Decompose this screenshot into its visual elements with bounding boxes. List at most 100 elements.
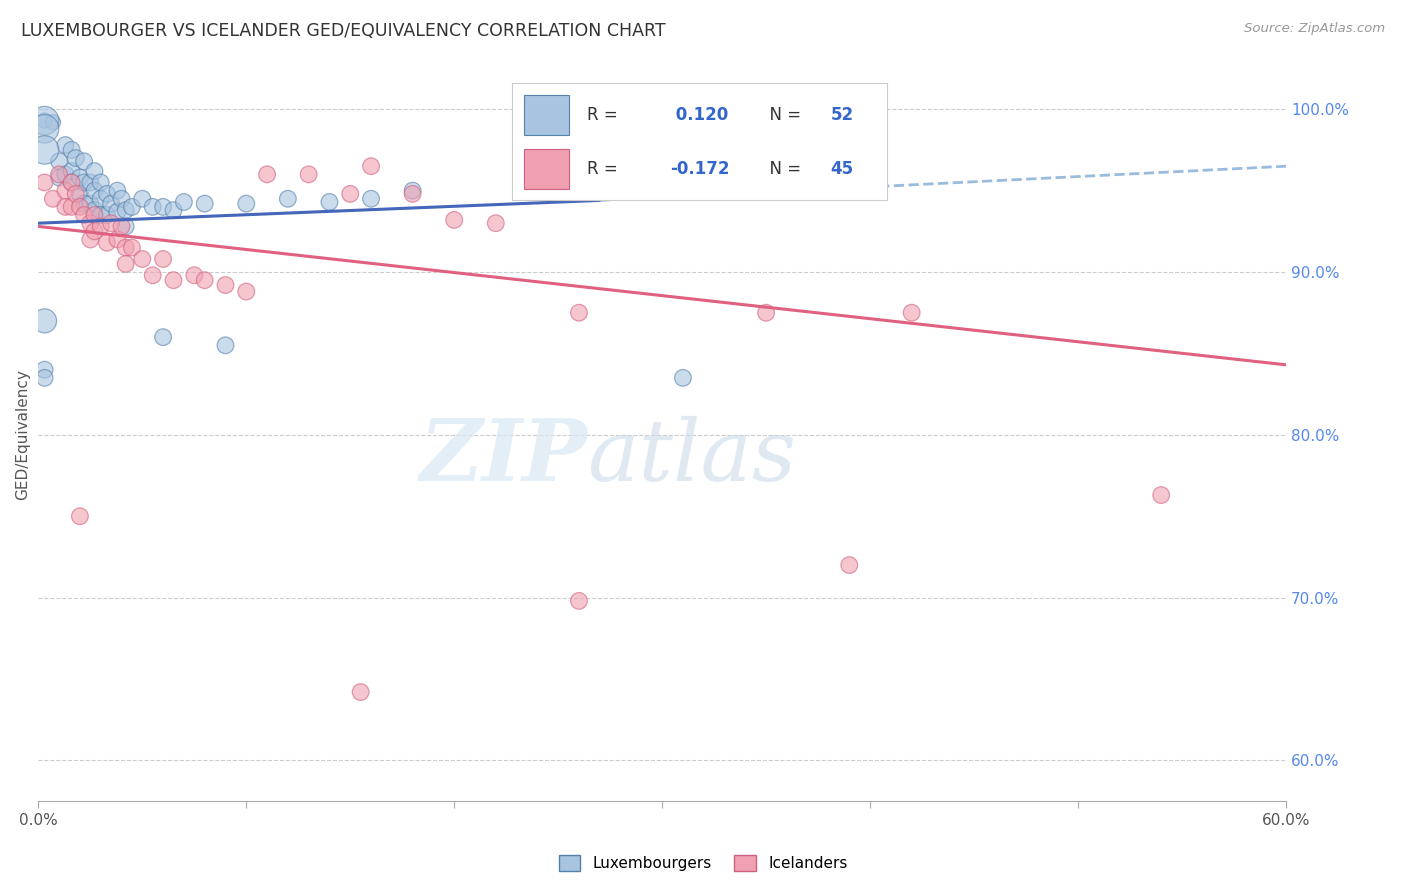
Point [105, 184, 128, 198]
Point [34, 113, 56, 128]
Point [100, 196, 122, 211]
Point [114, 219, 136, 234]
Point [60, 143, 83, 157]
Text: ZIP: ZIP [419, 415, 588, 499]
Point [79, 176, 101, 190]
Point [105, 232, 128, 246]
Point [69, 509, 91, 524]
Point [360, 192, 382, 206]
Point [53, 184, 76, 198]
Point [1150, 488, 1173, 502]
Point [110, 192, 132, 206]
Point [73, 176, 96, 190]
Point [173, 194, 195, 209]
Point [90, 208, 112, 222]
Point [256, 167, 278, 181]
Point [73, 196, 96, 211]
Point [152, 252, 174, 266]
Point [298, 167, 321, 181]
Point [568, 594, 591, 608]
Point [900, 306, 922, 320]
Point [79, 196, 101, 211]
Point [79, 216, 101, 230]
Point [121, 200, 143, 214]
Point [79, 232, 101, 246]
Point [401, 186, 423, 201]
Legend: Luxembourgers, Icelanders: Luxembourgers, Icelanders [553, 849, 853, 877]
Point [96, 208, 118, 222]
Point [69, 186, 91, 201]
Point [96, 235, 118, 250]
Point [360, 159, 382, 173]
Point [162, 273, 184, 287]
Point [90, 192, 112, 206]
Point [83, 208, 105, 222]
Point [162, 203, 184, 218]
Point [34, 143, 56, 157]
Point [73, 154, 96, 169]
Point [65, 186, 87, 201]
Point [121, 241, 143, 255]
Point [110, 219, 132, 234]
Point [152, 200, 174, 214]
Point [401, 184, 423, 198]
Text: atlas: atlas [588, 416, 796, 498]
Point [485, 216, 508, 230]
Point [83, 184, 105, 198]
Point [73, 208, 96, 222]
Point [60, 176, 83, 190]
Point [443, 213, 465, 227]
Point [60, 176, 83, 190]
Point [90, 176, 112, 190]
Point [235, 196, 257, 211]
Point [34, 176, 56, 190]
Point [235, 285, 257, 299]
Point [339, 186, 361, 201]
Point [83, 164, 105, 178]
Point [48, 167, 70, 181]
Point [105, 204, 128, 219]
Point [838, 558, 860, 572]
Point [214, 278, 236, 293]
Point [53, 138, 76, 153]
Point [142, 268, 165, 283]
Point [152, 330, 174, 344]
Point [194, 273, 217, 287]
Point [755, 306, 778, 320]
Point [277, 192, 299, 206]
Point [90, 219, 112, 234]
Point [48, 154, 70, 169]
Point [214, 338, 236, 352]
Point [131, 252, 153, 266]
Point [53, 167, 76, 181]
Point [42, 115, 65, 129]
Text: LUXEMBOURGER VS ICELANDER GED/EQUIVALENCY CORRELATION CHART: LUXEMBOURGER VS ICELANDER GED/EQUIVALENC… [21, 22, 665, 40]
Point [34, 371, 56, 385]
Point [131, 192, 153, 206]
Point [69, 170, 91, 185]
Point [34, 113, 56, 128]
Point [83, 224, 105, 238]
Point [568, 306, 591, 320]
Point [96, 186, 118, 201]
Point [672, 371, 695, 385]
Point [83, 203, 105, 218]
Y-axis label: GED/Equivalency: GED/Equivalency [15, 369, 30, 500]
Point [34, 314, 56, 328]
Point [318, 194, 340, 209]
Point [349, 685, 371, 699]
Point [34, 362, 56, 376]
Text: Source: ZipAtlas.com: Source: ZipAtlas.com [1244, 22, 1385, 36]
Point [194, 196, 217, 211]
Point [65, 151, 87, 165]
Point [48, 170, 70, 185]
Point [142, 200, 165, 214]
Point [114, 257, 136, 271]
Point [34, 121, 56, 136]
Point [69, 200, 91, 214]
Point [183, 268, 205, 283]
Point [60, 164, 83, 178]
Point [42, 192, 65, 206]
Point [100, 216, 122, 230]
Point [60, 200, 83, 214]
